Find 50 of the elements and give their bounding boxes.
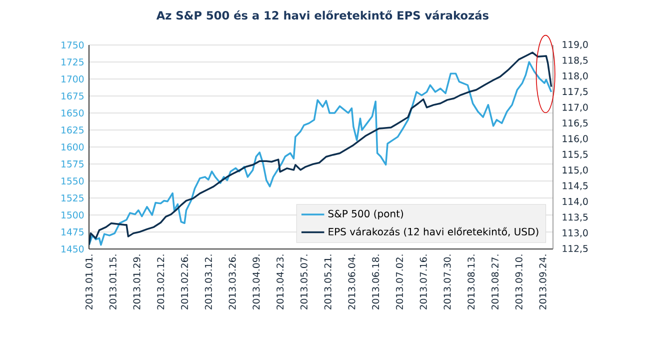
x-tick-label: 2013.02.26. xyxy=(181,254,188,310)
y-tick-label: 1650 xyxy=(62,109,84,117)
y2-tick-label: 119,0 xyxy=(562,41,588,50)
y2-tick-label: 113,0 xyxy=(562,229,588,238)
y2-tick-label: 118,0 xyxy=(562,72,588,80)
y-tick-label: 1575 xyxy=(62,160,84,168)
y2-tick-label: 117,5 xyxy=(562,88,588,96)
y-tick-label: 1525 xyxy=(62,194,84,202)
y2-tick-label: 116,0 xyxy=(562,135,588,144)
x-tick-label: 2013.04.23. xyxy=(276,254,284,310)
y2-tick-label: 113,5 xyxy=(562,214,588,222)
x-tick-label: 2013.07.30. xyxy=(444,254,451,310)
y-tick-label: 1600 xyxy=(62,143,84,151)
legend-label: S&P 500 (pont) xyxy=(328,210,404,220)
y-tick-label: 1475 xyxy=(62,228,84,236)
x-tick-label: 2013.07.02. xyxy=(396,254,403,310)
legend-label: EPS várakozás (12 havi előretekintő, USD) xyxy=(328,227,538,237)
x-tick-label: 2013.06.04. xyxy=(348,254,356,310)
x-tick-label: 2013.05.21. xyxy=(324,254,332,310)
x-tick-label: 2013.08.13. xyxy=(468,254,475,310)
x-tick-label: 2013.01.15. xyxy=(109,254,116,310)
x-tick-label: 2013.01.01. xyxy=(85,254,93,310)
x-tick-label: 2013.06.18. xyxy=(372,254,380,310)
y-tick-label: 1725 xyxy=(62,58,84,66)
y2-tick-label: 117,0 xyxy=(562,104,588,112)
chart-title: Az S&P 500 és a 12 havi előretekintő EPS várakozás xyxy=(156,10,488,20)
x-tick-label: 2013.03.12. xyxy=(204,254,212,310)
x-tick-label: 2013.08.27. xyxy=(491,254,499,310)
x-tick-label: 2013.02.12. xyxy=(157,254,164,310)
x-tick-label: 2013.04.09. xyxy=(252,254,260,310)
y-tick-label: 1750 xyxy=(62,41,84,49)
y2-tick-label: 115,0 xyxy=(562,166,588,175)
y-tick-label: 1700 xyxy=(62,75,84,83)
y-tick-label: 1550 xyxy=(62,177,84,185)
y2-tick-label: 114,0 xyxy=(562,198,588,206)
y-tick-label: 1625 xyxy=(62,126,84,134)
y2-tick-label: 112,5 xyxy=(562,245,588,254)
y2-tick-label: 118,5 xyxy=(562,56,588,65)
x-tick-label: 2013.01.29. xyxy=(133,254,140,310)
x-tick-label: 2013.03.26. xyxy=(228,254,236,310)
y2-tick-label: 116,5 xyxy=(562,119,588,128)
x-tick-label: 2013.09.10. xyxy=(515,254,522,310)
x-tick-label: 2013.07.16. xyxy=(420,254,427,310)
y-tick-label: 1675 xyxy=(62,92,84,100)
y2-tick-label: 115,5 xyxy=(562,150,588,159)
y-tick-label: 1450 xyxy=(62,245,84,253)
y-tick-label: 1500 xyxy=(62,211,84,219)
y2-tick-label: 114,5 xyxy=(562,182,588,190)
x-tick-label: 2013.05.07. xyxy=(300,254,308,310)
x-tick-label: 2013.09.24. xyxy=(539,254,546,310)
